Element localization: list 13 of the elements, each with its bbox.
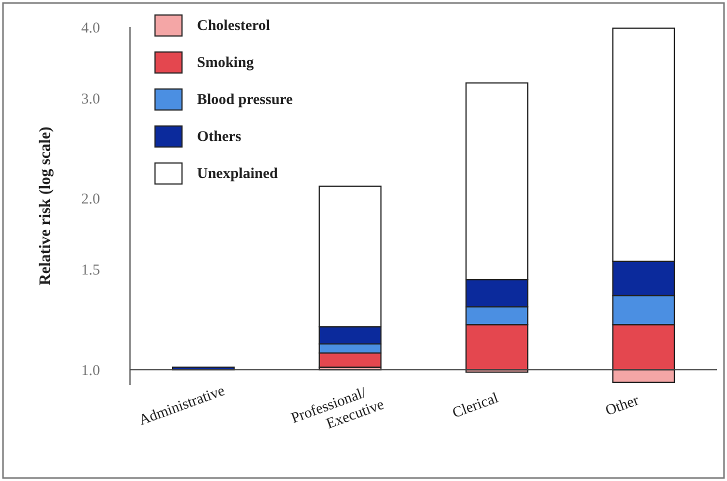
x-tick-label: Clerical <box>450 390 501 422</box>
legend-label: Blood pressure <box>197 92 294 108</box>
y-tick-label: 1.0 <box>81 362 100 379</box>
y-tick-label: 4.0 <box>81 20 100 36</box>
legend-label: Smoking <box>197 55 254 71</box>
y-tick-label: 1.5 <box>81 262 100 279</box>
legend-label: Cholesterol <box>197 18 270 34</box>
x-tick-label: Other <box>603 392 642 420</box>
y-tick-label: 2.0 <box>81 192 100 208</box>
legend-label: Unexplained <box>197 166 279 182</box>
y-axis-title: Relative risk (log scale) <box>37 126 54 286</box>
legend-label: Others <box>197 129 242 145</box>
y-tick-label: 3.0 <box>81 91 100 108</box>
